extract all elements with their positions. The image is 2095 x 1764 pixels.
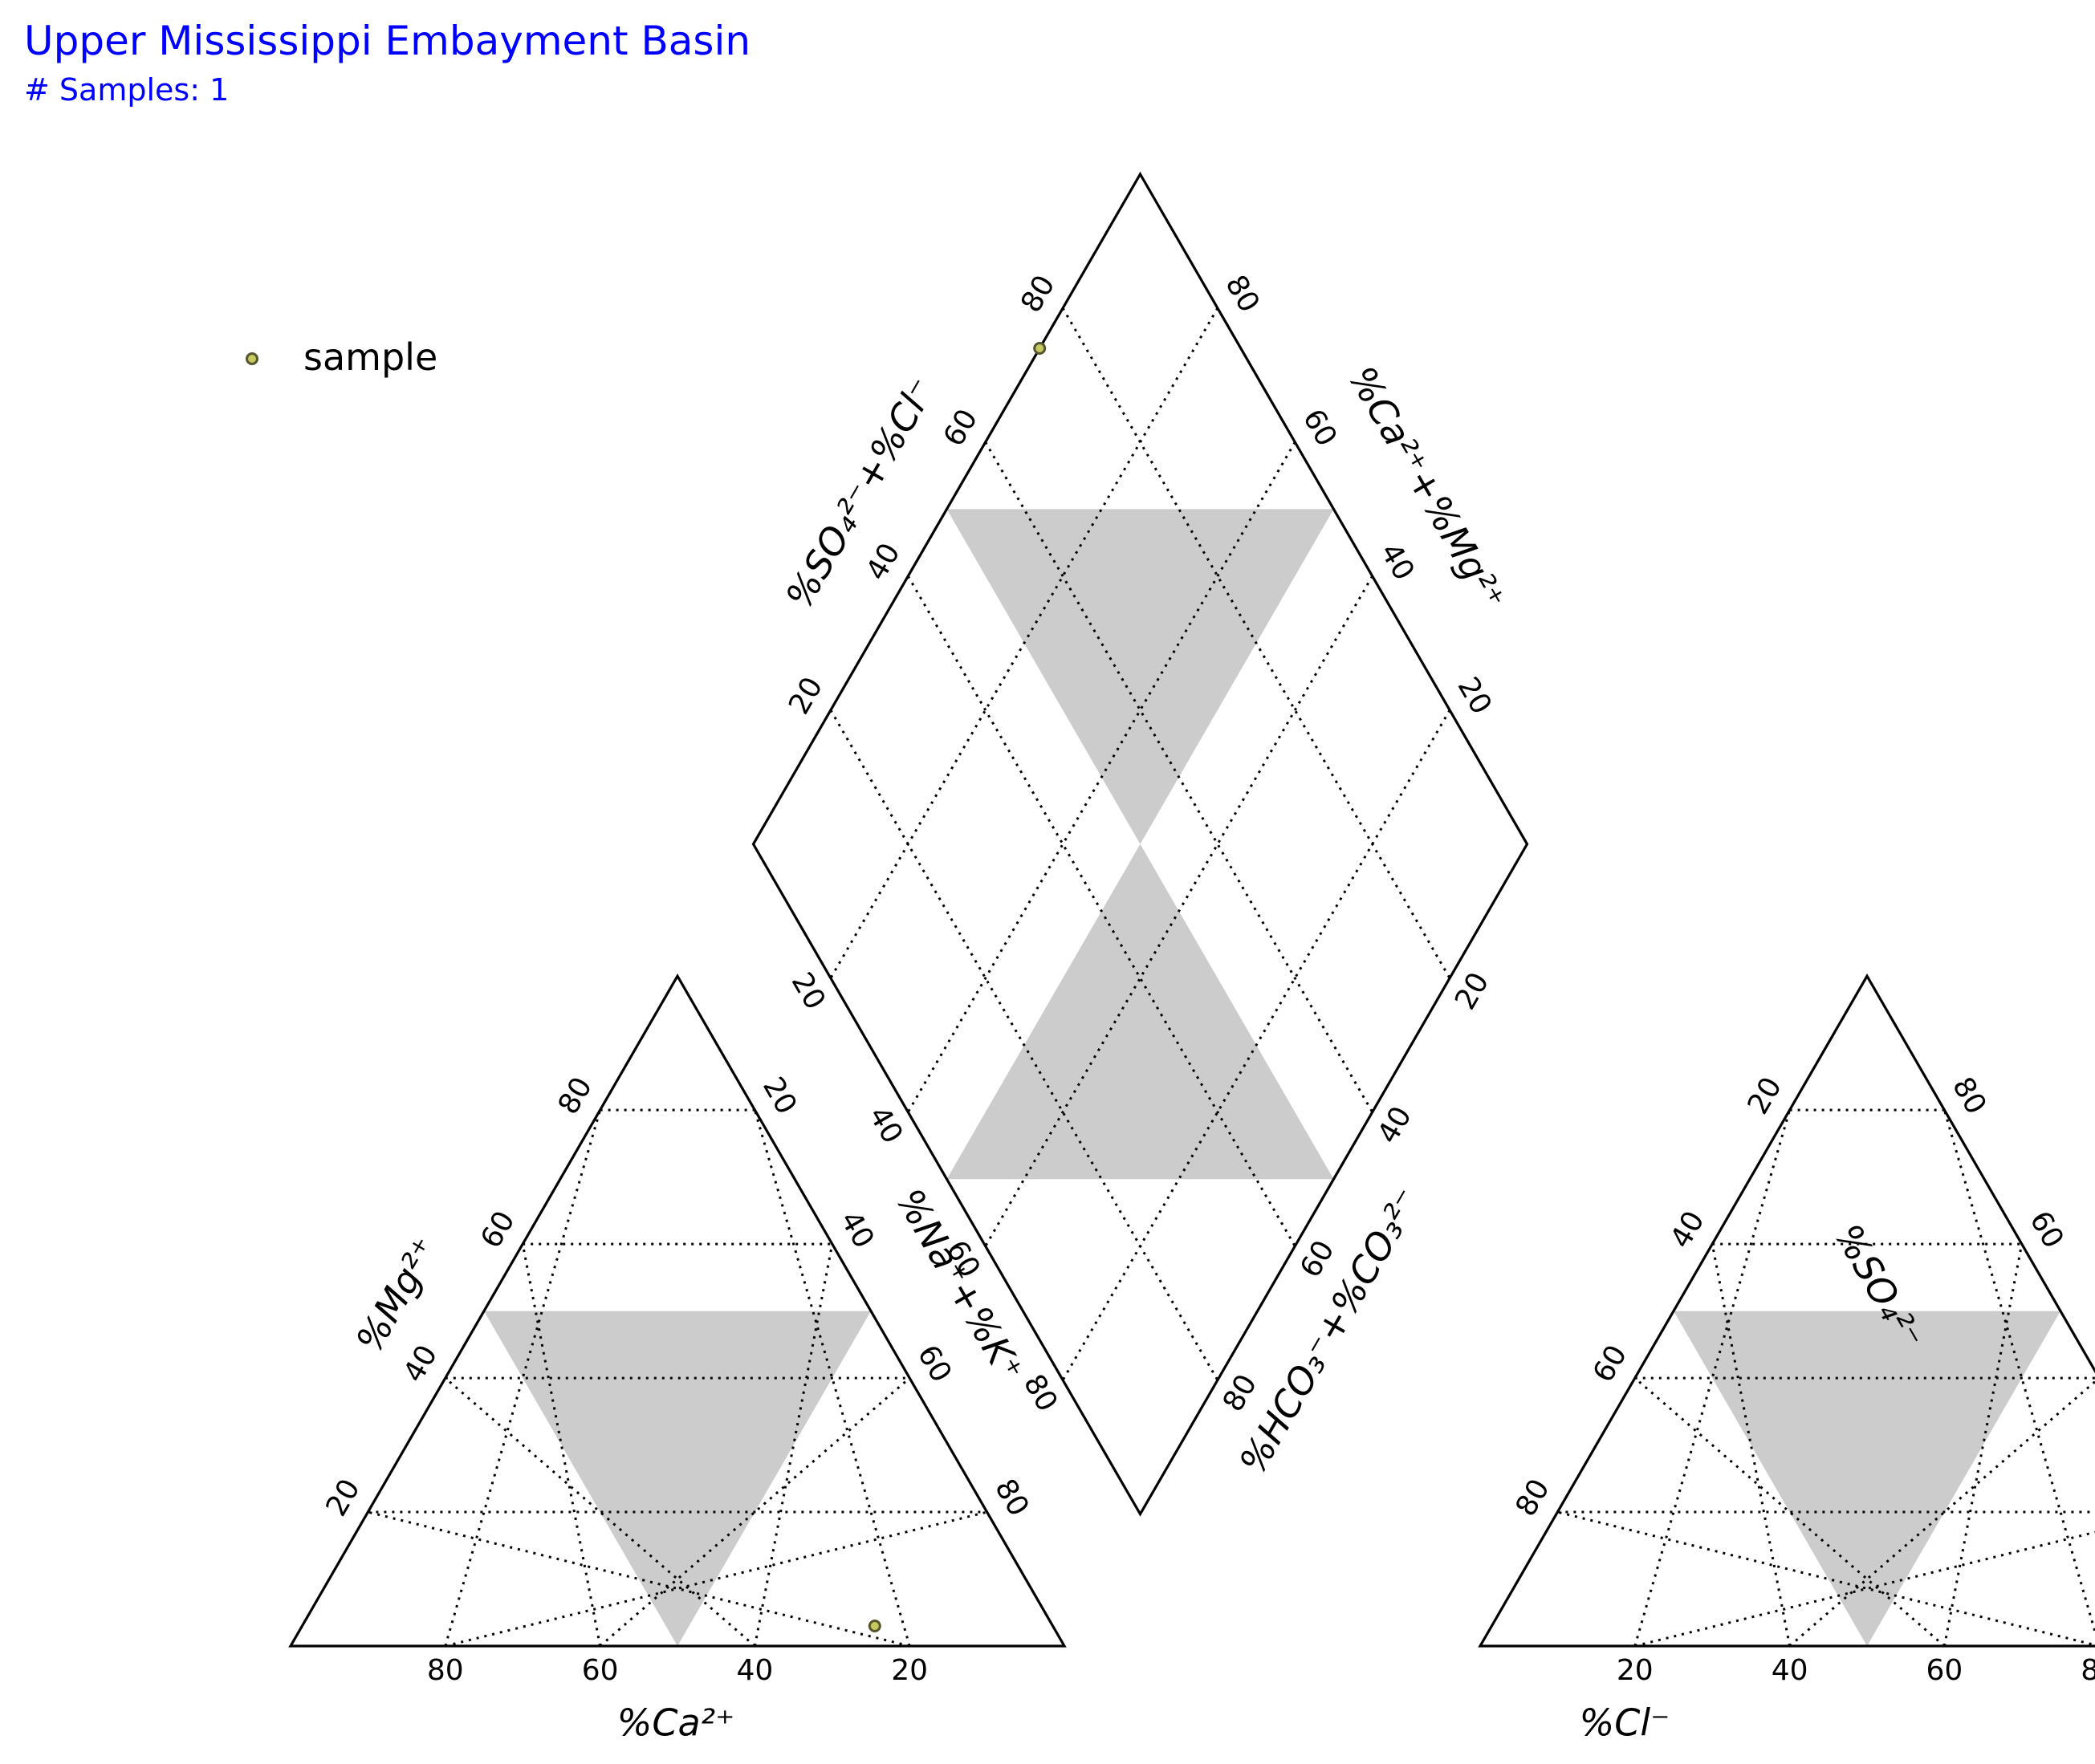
cation-right-tick: 20 xyxy=(756,1071,803,1120)
cation-right-tick: 80 xyxy=(988,1473,1035,1522)
cation-right-tick: 60 xyxy=(911,1339,958,1388)
sample-count: # Samples: 1 xyxy=(24,72,230,108)
cation-left-tick: 60 xyxy=(474,1205,521,1254)
diamond-gridline xyxy=(907,441,1296,1113)
anion-triangle xyxy=(1478,973,2095,1648)
anion-left-tick: 40 xyxy=(1664,1205,1711,1254)
diamond-ul-tick: 80 xyxy=(1015,270,1061,318)
diamond-shade-lower xyxy=(946,843,1334,1180)
anion-left-tick: 20 xyxy=(1742,1071,1788,1120)
diamond-ur-tick: 20 xyxy=(1451,672,1498,720)
legend-label: sample xyxy=(303,335,437,379)
cation-bottom-tick: 80 xyxy=(427,1654,464,1687)
cation-bottom-tick: 60 xyxy=(582,1654,619,1687)
anion-bottom-tick: 60 xyxy=(1926,1654,1963,1687)
anion-left-tick: 80 xyxy=(1509,1473,1556,1522)
diamond-lr-tick: 20 xyxy=(1449,967,1495,1015)
legend-marker xyxy=(246,352,258,365)
anion-xlabel: %Cl⁻ xyxy=(1580,1701,1670,1745)
anion-bottom-tick: 20 xyxy=(1617,1654,1654,1687)
anion-bottom-tick: 80 xyxy=(2081,1654,2095,1687)
diamond-gridline xyxy=(829,709,1219,1381)
anion-left-label: %HCO₃⁻+%CO₃²⁻ xyxy=(1231,1181,1429,1481)
legend: sample xyxy=(246,335,437,379)
diamond-ul-tick: 60 xyxy=(938,404,984,452)
diamond-lr-tick: 40 xyxy=(1372,1101,1418,1149)
anion-bottom-tick: 40 xyxy=(1772,1654,1808,1687)
diamond-gridline xyxy=(907,575,1296,1247)
diamond-ll-tick: 40 xyxy=(862,1101,909,1149)
diamond-ur-tick: 40 xyxy=(1373,538,1420,586)
diamond-ur-tick: 60 xyxy=(1296,404,1343,452)
diamond-gridline xyxy=(984,575,1373,1247)
diamond xyxy=(751,171,1529,1517)
anion-right-tick: 60 xyxy=(2023,1205,2069,1254)
diamond-gridline xyxy=(1061,709,1451,1381)
diamond-gridline xyxy=(1061,307,1451,979)
diamond-shade-upper xyxy=(946,509,1334,844)
cation-left-tick: 20 xyxy=(319,1473,366,1522)
anion-left-tick: 60 xyxy=(1587,1339,1633,1388)
diamond-gridline xyxy=(984,441,1373,1113)
diamond-ul-tick: 20 xyxy=(783,672,829,720)
diamond-ll-tick: 80 xyxy=(1017,1369,1064,1417)
cation-bottom-tick: 20 xyxy=(891,1654,928,1687)
chart-title: Upper Mississippi Embayment Basin xyxy=(24,18,751,64)
cation-bottom-tick: 40 xyxy=(736,1654,773,1687)
cation-left-label: %Mg²⁺ xyxy=(348,1230,447,1360)
sample-points xyxy=(868,342,1047,1632)
diamond-sample-point xyxy=(1033,342,1047,355)
anion-right-tick: 80 xyxy=(1946,1071,1992,1120)
diamond-gridline xyxy=(829,307,1219,979)
anion-shade xyxy=(1674,1311,2060,1646)
cation-left-tick: 80 xyxy=(552,1071,599,1120)
cation-triangle xyxy=(288,973,1067,1648)
cation-right-label: %Na⁺+%K⁺ xyxy=(888,1181,1032,1388)
cation-xlabel: %Ca²⁺ xyxy=(617,1701,735,1745)
diamond-lr-tick: 80 xyxy=(1217,1369,1263,1417)
diamond-ur-tick: 80 xyxy=(1218,270,1265,318)
diamond-upper-left-label: %SO₄²⁻+%Cl⁻ xyxy=(777,370,944,616)
cation-left-tick: 40 xyxy=(397,1339,444,1388)
shaded-regions xyxy=(484,509,2060,1646)
cation-shade xyxy=(484,1311,871,1646)
diamond-lr-tick: 60 xyxy=(1294,1235,1340,1283)
diamond-ul-tick: 40 xyxy=(860,538,906,586)
diamond-upper-right-label: %Ca²⁺+%Mg²⁺ xyxy=(1340,359,1514,617)
grid-lines xyxy=(368,307,2095,1648)
cation-right-tick: 40 xyxy=(833,1205,880,1254)
frames xyxy=(288,171,2095,1648)
diamond-ll-tick: 20 xyxy=(785,967,832,1015)
cation-sample-point xyxy=(868,1620,881,1632)
